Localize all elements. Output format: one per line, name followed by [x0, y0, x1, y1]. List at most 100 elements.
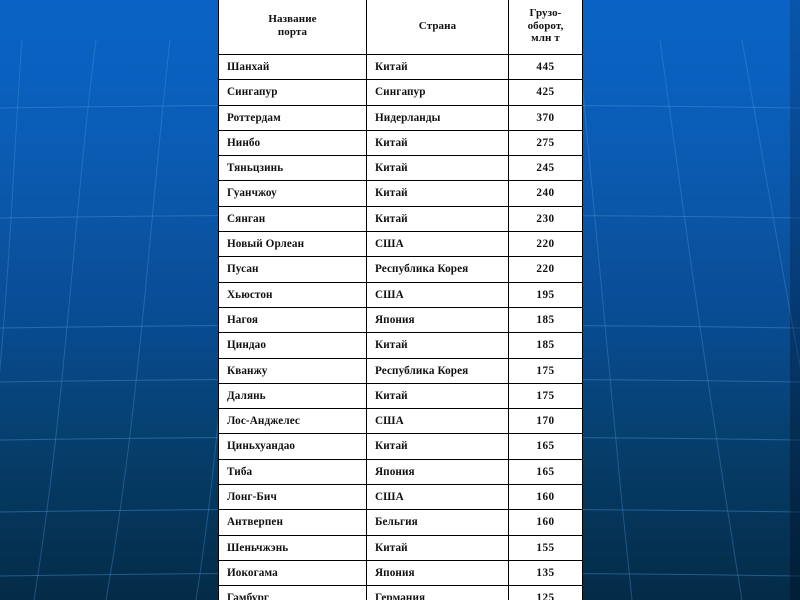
cell-country: Китай — [366, 155, 509, 182]
column-header-country: Страна — [366, 0, 509, 55]
cell-country: Япония — [366, 559, 509, 587]
table-row: Тиба Япония 165 — [218, 458, 583, 486]
cell-port: Нагоя — [218, 306, 367, 334]
cell-port: Гамбург — [218, 585, 367, 600]
cell-port: Тиба — [218, 458, 367, 486]
cell-country: Китай — [366, 53, 509, 81]
slide-right-edge-shade — [790, 0, 800, 600]
column-header-volume: Грузо- оборот, млн т — [508, 0, 583, 55]
table-row: Лос-Анджелес США 170 — [218, 408, 583, 435]
cell-port: Роттердам — [218, 104, 367, 131]
cell-country: Китай — [366, 129, 509, 157]
cell-volume: 370 — [508, 104, 583, 131]
cell-port: Сянган — [218, 205, 367, 233]
cell-volume: 170 — [508, 408, 583, 435]
column-header-volume-line3: млн т — [531, 32, 560, 45]
table-row: Лонг-Бич США 160 — [218, 484, 583, 511]
cell-volume: 175 — [508, 357, 583, 384]
table-row: Роттердам Нидерланды 370 — [218, 104, 583, 131]
cell-port: Далянь — [218, 382, 367, 410]
table-header-row: Название порта Страна Грузо- оборот, млн… — [218, 0, 583, 55]
table-row: Гамбург Германия 125 — [218, 585, 583, 600]
cell-country: Япония — [366, 458, 509, 486]
cell-country: Республика Корея — [366, 357, 509, 384]
table-row: Иокогама Япония 135 — [218, 559, 583, 587]
cell-volume: 175 — [508, 382, 583, 410]
table-row: Далянь Китай 175 — [218, 382, 583, 410]
cell-volume: 195 — [508, 281, 583, 308]
cell-port: Новый Орлеан — [218, 231, 367, 258]
table-row: Циньхуандао Китай 165 — [218, 433, 583, 460]
cell-port: Гуанчжоу — [218, 180, 367, 207]
table-row: Циндао Китай 185 — [218, 332, 583, 359]
table-row: Шанхай Китай 445 — [218, 53, 583, 81]
cell-volume: 445 — [508, 53, 583, 81]
cell-volume: 275 — [508, 129, 583, 157]
cell-port: Иокогама — [218, 559, 367, 587]
cell-volume: 245 — [508, 155, 583, 182]
cell-country: Япония — [366, 306, 509, 334]
cell-country: Сингапур — [366, 79, 509, 106]
cell-port: Нинбо — [218, 129, 367, 157]
cell-volume: 160 — [508, 484, 583, 511]
table-row: Нинбо Китай 275 — [218, 129, 583, 157]
cell-country: Китай — [366, 205, 509, 233]
cell-country: США — [366, 231, 509, 258]
cell-port: Шеньчжэнь — [218, 534, 367, 561]
column-header-volume-line1: Грузо- — [529, 6, 562, 19]
table-header: Название порта Страна Грузо- оборот, млн… — [218, 0, 583, 55]
cell-country: США — [366, 408, 509, 435]
table-row: Антверпен Бельгия 160 — [218, 509, 583, 536]
cell-volume: 185 — [508, 306, 583, 334]
table-body: Шанхай Китай 445 Сингапур Сингапур 425 Роттерд… — [218, 53, 583, 600]
column-header-port: Название порта — [218, 0, 367, 55]
table-row: Сянган Китай 230 — [218, 205, 583, 233]
cell-port: Пусан — [218, 256, 367, 283]
cell-volume: 160 — [508, 509, 583, 536]
cell-volume: 135 — [508, 559, 583, 587]
cell-volume: 155 — [508, 534, 583, 561]
table-row: Пусан Республика Корея 220 — [218, 256, 583, 283]
cell-port: Антверпен — [218, 509, 367, 536]
cell-volume: 185 — [508, 332, 583, 359]
cell-port: Шанхай — [218, 53, 367, 81]
cell-volume: 220 — [508, 256, 583, 283]
cell-port: Циндао — [218, 332, 367, 359]
ports-table-container: Название порта Страна Грузо- оборот, млн… — [218, 0, 583, 600]
cell-volume: 125 — [508, 585, 583, 600]
cell-port: Лос-Анджелес — [218, 408, 367, 435]
cell-volume: 220 — [508, 231, 583, 258]
table-row: Шеньчжэнь Китай 155 — [218, 534, 583, 561]
cell-port: Сингапур — [218, 79, 367, 106]
cell-volume: 165 — [508, 458, 583, 486]
cell-country: Нидерланды — [366, 104, 509, 131]
cell-volume: 425 — [508, 79, 583, 106]
cell-volume: 230 — [508, 205, 583, 233]
cell-country: Китай — [366, 433, 509, 460]
table-row: Хьюстон США 195 — [218, 281, 583, 308]
table-row: Тяньцзинь Китай 245 — [218, 155, 583, 182]
column-header-volume-line2: оборот, — [527, 19, 564, 32]
table-row: Сингапур Сингапур 425 — [218, 79, 583, 106]
cell-country: США — [366, 484, 509, 511]
column-header-port-line2: порта — [277, 26, 308, 38]
cell-port: Лонг-Бич — [218, 484, 367, 511]
cell-port: Хьюстон — [218, 281, 367, 308]
cell-country: Китай — [366, 382, 509, 410]
table-row: Нагоя Япония 185 — [218, 306, 583, 334]
cell-port: Циньхуандао — [218, 433, 367, 460]
cell-country: США — [366, 281, 509, 308]
table-row: Гуанчжоу Китай 240 — [218, 180, 583, 207]
cell-country: Китай — [366, 534, 509, 561]
cell-volume: 240 — [508, 180, 583, 207]
ports-table: Название порта Страна Грузо- оборот, млн… — [218, 0, 583, 600]
cell-country: Республика Корея — [366, 256, 509, 283]
cell-volume: 165 — [508, 433, 583, 460]
cell-country: Китай — [366, 180, 509, 207]
table-row: Новый Орлеан США 220 — [218, 231, 583, 258]
column-header-port-line1: Название — [268, 13, 317, 26]
cell-port: Тяньцзинь — [218, 155, 367, 182]
cell-port: Кванжу — [218, 357, 367, 384]
cell-country: Бельгия — [366, 509, 509, 536]
